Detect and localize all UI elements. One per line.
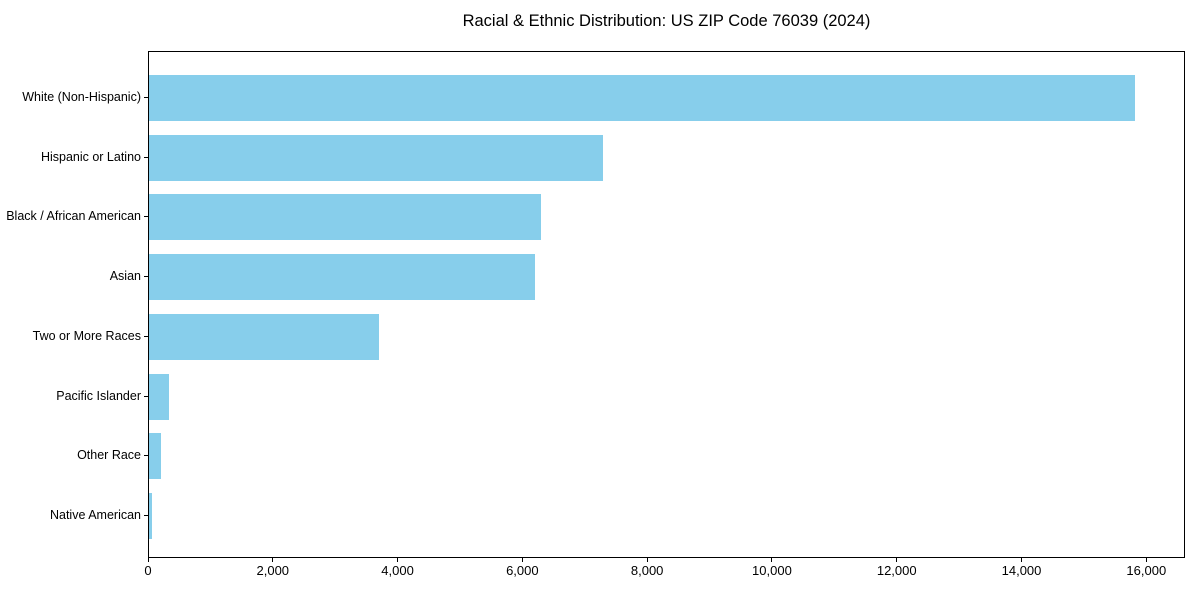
chart-title: Racial & Ethnic Distribution: US ZIP Cod… xyxy=(462,12,871,30)
y-tick-label: Asian xyxy=(109,269,141,284)
x-tick-mark xyxy=(646,558,648,562)
bar xyxy=(149,313,380,360)
x-tick-mark xyxy=(147,558,149,562)
x-tick-mark xyxy=(771,558,773,562)
x-tick-mark xyxy=(272,558,274,562)
x-tick-label: 14,000 xyxy=(1001,563,1042,578)
x-tick-mark xyxy=(896,558,898,562)
x-tick-label: 0 xyxy=(144,563,152,578)
x-tick-label: 8,000 xyxy=(630,563,664,578)
y-tick-mark xyxy=(144,515,148,517)
y-tick-mark xyxy=(144,156,148,158)
y-tick-label: Other Race xyxy=(77,448,141,463)
y-tick-mark xyxy=(144,276,148,278)
x-tick-label: 10,000 xyxy=(752,563,792,578)
x-tick-label: 4,000 xyxy=(381,563,414,578)
x-tick-mark xyxy=(521,558,523,562)
x-tick-label: 2,000 xyxy=(256,563,290,578)
y-tick-label: Two or More Races xyxy=(32,328,141,343)
x-tick-label: 6,000 xyxy=(506,563,539,578)
bar xyxy=(149,373,169,420)
y-tick-mark xyxy=(144,455,148,457)
y-tick-mark xyxy=(144,335,148,337)
y-tick-mark xyxy=(144,96,148,98)
y-tick-label: White (Non-Hispanic) xyxy=(22,89,141,104)
bar xyxy=(149,493,152,540)
y-tick-label: Native American xyxy=(49,508,141,523)
y-tick-label: Hispanic or Latino xyxy=(40,149,141,164)
bar xyxy=(149,194,541,241)
x-tick-label: 12,000 xyxy=(876,563,917,578)
plot-area xyxy=(148,51,1185,558)
x-tick-mark xyxy=(397,558,399,562)
y-tick-label: Black / African American xyxy=(6,209,141,224)
x-tick-mark xyxy=(1145,558,1147,562)
bar xyxy=(149,134,603,181)
y-tick-label: Pacific Islander xyxy=(56,388,141,403)
y-tick-mark xyxy=(144,395,148,397)
bar xyxy=(149,254,536,301)
y-tick-mark xyxy=(144,216,148,218)
x-tick-mark xyxy=(1021,558,1023,562)
bar xyxy=(149,74,1135,121)
x-tick-label: 16,000 xyxy=(1126,563,1167,578)
bar xyxy=(149,433,161,480)
